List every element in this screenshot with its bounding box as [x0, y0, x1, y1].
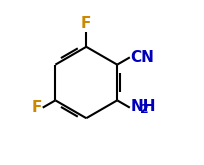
Text: NH: NH [130, 99, 155, 114]
Text: 2: 2 [139, 103, 148, 116]
Text: CN: CN [130, 50, 154, 65]
Text: F: F [31, 100, 42, 115]
Text: F: F [81, 16, 91, 31]
